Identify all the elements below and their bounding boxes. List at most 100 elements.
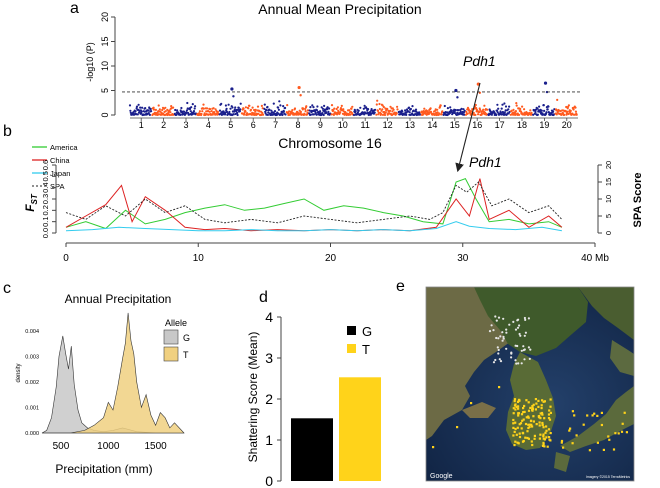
snp-point — [315, 113, 318, 116]
snp-point — [132, 111, 135, 114]
snp-point — [523, 108, 526, 111]
snp-point — [186, 101, 189, 105]
snp-point — [561, 112, 565, 115]
snp-point — [571, 112, 574, 115]
map-marker-t — [539, 433, 542, 436]
map-marker-t — [545, 425, 548, 428]
snp-point — [209, 108, 212, 111]
map-marker-g — [510, 351, 513, 354]
snp-point — [254, 110, 257, 113]
snp-point — [536, 107, 539, 110]
map-marker-g — [495, 319, 498, 322]
chart-a-title: Annual Mean Precipitation — [258, 1, 421, 17]
map-marker-t — [573, 414, 576, 417]
chart-b-y2-ticks: 0 5 10 15 20 — [598, 161, 613, 235]
snp-point — [370, 108, 373, 111]
map-marker-g — [490, 324, 493, 327]
map-marker-t — [520, 427, 523, 430]
snp-point — [239, 102, 242, 105]
snp-point — [134, 110, 137, 113]
map-marker-t — [596, 441, 599, 444]
map-marker-g — [488, 330, 492, 333]
map-marker-g — [502, 335, 505, 338]
pdh1-annotation-b: Pdh1 — [469, 154, 502, 170]
snp-point — [376, 99, 379, 102]
chart-b-ytick-label: 0.4 — [41, 182, 50, 192]
map-marker-t — [514, 440, 517, 443]
map-marker-t — [571, 442, 574, 445]
map-marker-t — [432, 446, 435, 449]
snp-point — [166, 108, 169, 111]
snp-point — [254, 108, 257, 111]
chart-a-xtick-label: 16 — [472, 120, 482, 130]
map-marker-t — [522, 407, 525, 410]
map-marker-g — [514, 328, 518, 331]
legend-d-g-label: G — [362, 324, 372, 339]
map-border — [425, 286, 635, 482]
snp-point — [284, 113, 287, 116]
panel-c: c Annual Precipitation density 0.0000.00… — [3, 280, 190, 476]
snp-point — [275, 113, 278, 116]
map-marker-g — [496, 346, 499, 349]
snp-point — [228, 110, 231, 114]
panel-d: d Shattering Score (Mean) 0 1 2 3 4 G T — [246, 289, 381, 488]
snp-point — [389, 109, 392, 112]
snp-point — [192, 110, 196, 113]
fst-line-japan — [65, 221, 562, 232]
snp-point — [149, 107, 152, 111]
map-northeast-forest — [474, 287, 588, 356]
chart-c-ytick-label: 0.001 — [25, 405, 39, 411]
map-marker-t — [621, 422, 624, 425]
map-marker-t — [514, 421, 517, 424]
map-marker-t — [526, 436, 529, 440]
snp-point — [277, 108, 280, 111]
snp-point — [354, 110, 357, 113]
map-marker-t — [548, 409, 551, 412]
map-marker-t — [539, 412, 542, 415]
chart-d-ylabel: Shattering Score (Mean) — [246, 332, 260, 463]
map-marker-t — [537, 405, 540, 408]
snp-point — [135, 105, 139, 108]
snp-point — [328, 107, 331, 110]
snp-point — [514, 112, 517, 115]
map-marker-t — [531, 443, 534, 447]
snp-point — [392, 108, 395, 111]
map-marker-g — [501, 331, 504, 334]
snp-point — [175, 113, 178, 116]
pdh1-arrow — [455, 82, 481, 173]
map-marker-t — [575, 434, 578, 437]
snp-point — [248, 104, 251, 107]
legend-d-g-swatch — [347, 326, 356, 335]
snp-point — [278, 100, 281, 103]
snp-point — [236, 111, 239, 115]
map-marker-g — [497, 348, 500, 352]
snp-point — [572, 108, 575, 111]
snp-point — [436, 108, 439, 111]
chart-c-ytick-label: 0.004 — [25, 329, 39, 335]
snp-point — [253, 108, 256, 112]
snp-point — [330, 113, 333, 116]
chart-a-ytick-label: 0 — [100, 112, 110, 117]
snp-point — [486, 108, 489, 111]
snp-point — [272, 102, 275, 105]
snp-point — [154, 108, 157, 111]
map-marker-t — [517, 412, 520, 415]
chart-a-xtick-label: 8 — [295, 120, 300, 130]
map-marker-t — [533, 437, 536, 440]
snp-point — [179, 113, 182, 116]
snp-point — [231, 106, 234, 109]
chart-b-y2tick-label: 0 — [604, 231, 613, 235]
snp-point — [574, 110, 578, 113]
snp-point — [327, 110, 330, 113]
map-marker-t — [525, 416, 528, 419]
snp-point — [225, 107, 228, 110]
snp-point — [441, 110, 444, 113]
map-marker-g — [519, 334, 522, 337]
snp-point — [515, 102, 518, 105]
map-marker-g — [494, 358, 497, 362]
map-marker-g — [501, 339, 504, 342]
map-accession-markers — [432, 315, 628, 452]
snp-point — [321, 112, 324, 115]
snp-point — [256, 105, 260, 108]
snp-point — [339, 107, 343, 110]
